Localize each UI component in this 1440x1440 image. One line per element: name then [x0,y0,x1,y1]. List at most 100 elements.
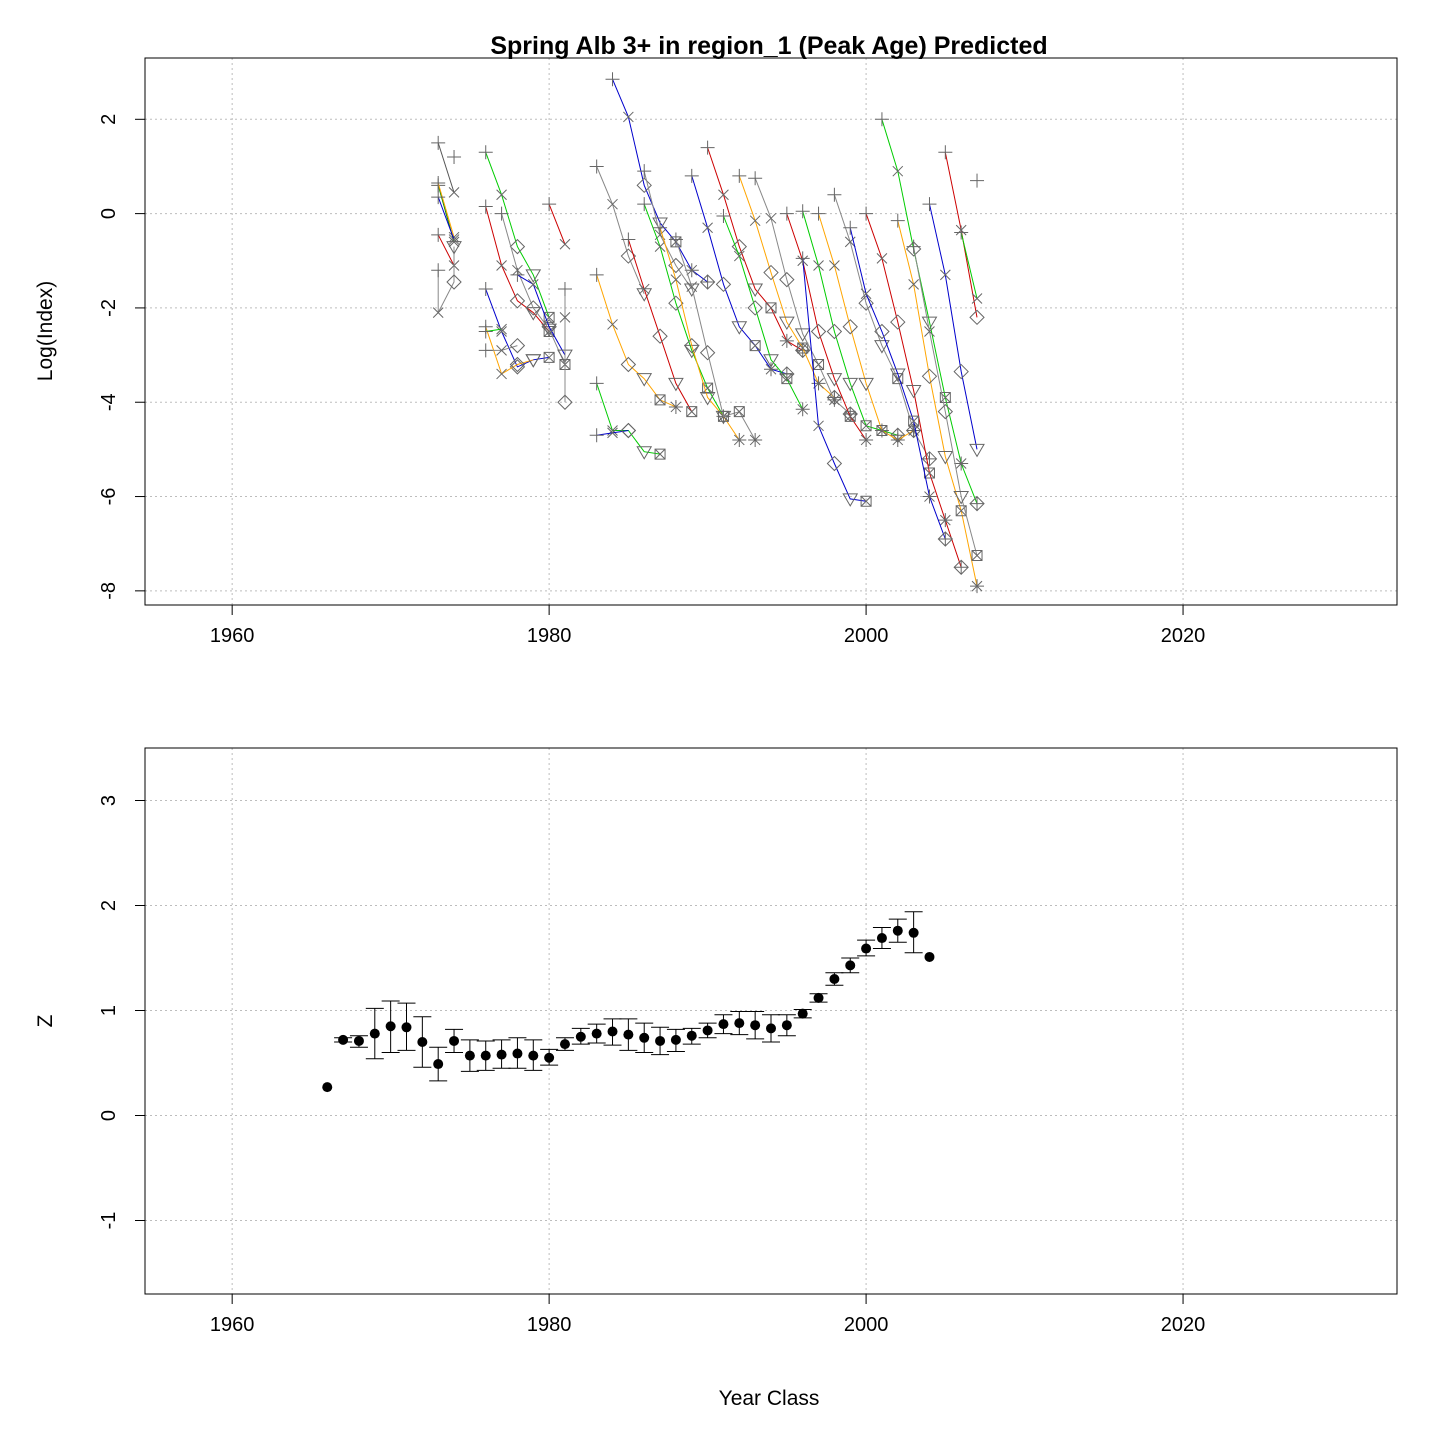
cohort-series [859,206,969,575]
plus-marker [843,220,858,235]
triangle-down-marker [715,410,732,425]
cohort-series [478,337,526,358]
cross-marker [448,187,460,198]
cross-marker [638,283,650,295]
diamond-marker [890,314,906,330]
cohort-line [643,171,693,290]
triangle-down-marker [937,450,954,465]
cohort-line [437,182,455,238]
cohort-line [802,258,867,502]
triangle-down-marker [874,340,890,354]
z-point [734,1018,745,1029]
diamond-marker [699,345,716,361]
asterisk-marker [764,362,778,377]
z-point [353,1035,364,1046]
bottom-y-axis: -1 0 1 2 3 [98,795,145,1229]
cross-marker [813,420,824,432]
bottom-y-axis-title: Z [34,1014,57,1027]
diamond-marker [684,337,700,354]
plus-marker [478,343,493,358]
boxed-cross-marker [543,311,555,323]
cross-marker [607,427,618,439]
cross-marker [939,269,951,281]
cohort-line [485,206,550,332]
cross-marker [892,165,904,177]
top-x-tick-label: 2020 [1161,625,1206,647]
cross-marker [971,293,983,304]
cohort-series [970,173,985,188]
diamond-plus-marker [937,531,954,547]
plus-marker [478,145,493,160]
cohort-series [922,197,985,458]
z-point [417,1037,428,1047]
plus-marker [811,206,826,221]
cohort-series [478,199,555,337]
cohort-series [447,150,462,165]
bottom-x-tick-label: 1980 [527,1314,572,1336]
cross-marker [496,368,507,380]
diamond-marker [557,394,573,410]
triangle-down-marker [525,354,542,368]
asterisk-marker [684,263,699,278]
cross-marker [829,260,840,271]
triangle-down-marker [446,241,462,255]
top-y-tick-label: -8 [98,582,120,600]
cohort-series [431,175,460,243]
cohort-line [929,204,978,450]
top-x-tick-label: 2000 [844,625,889,647]
cross-marker [670,274,682,285]
cross-marker [813,260,824,271]
plus-marker [431,175,446,190]
triangle-down-marker [699,392,716,406]
asterisk-marker [954,456,969,471]
diamond-marker [636,177,652,194]
z-point [607,1026,618,1037]
triangle-down-marker [747,283,764,298]
plus-marker [478,199,493,214]
cohort-series [653,220,747,447]
diamond-marker [652,328,668,344]
asterisk-marker [795,402,810,417]
cohort-line [627,239,693,412]
cohort-line [960,232,978,299]
cross-marker [496,326,507,337]
z-point [924,951,935,962]
top-plot-frame [144,57,1398,606]
plus-marker [874,112,889,127]
triangle-down-marker [858,377,874,392]
cohort-line [437,246,455,313]
diamond-marker [747,300,763,316]
diamond-marker [509,238,526,255]
plus-marker [668,232,683,247]
log-index-panel: 1960 1980 2000 2020 -8 -6 -4 -2 0 2 Spring Alb 3… [34,32,1398,647]
top-series [431,72,985,594]
boxed-cross-marker [749,340,761,352]
asterisk-marker [938,513,953,528]
triangle-down-marker [636,446,653,460]
plus-marker [859,206,874,221]
plus-marker [605,72,620,87]
diamond-marker [620,356,637,373]
cross-marker [607,198,618,210]
cross-marker [908,278,919,290]
triangle-down-marker [889,368,906,382]
cohort-line [596,166,645,294]
boxed-cross-marker [844,410,856,422]
z-point [781,1020,792,1031]
plus-marker [589,159,604,174]
cohort-series [542,197,571,250]
z-point [861,943,872,954]
plus-marker [621,232,636,247]
diamond-marker [715,276,732,293]
plus-marker [557,282,572,297]
bottom-x-axis: 1960 1980 2000 2020 [210,1294,1205,1336]
cohort-series [811,206,922,447]
asterisk-marker [732,432,747,447]
z-point [464,1050,475,1061]
top-y-tick-label: -6 [98,488,120,506]
cohort-line [437,196,455,240]
asterisk-marker [906,423,921,438]
triangle-down-marker [842,377,859,392]
triangle-down-marker [636,373,653,387]
